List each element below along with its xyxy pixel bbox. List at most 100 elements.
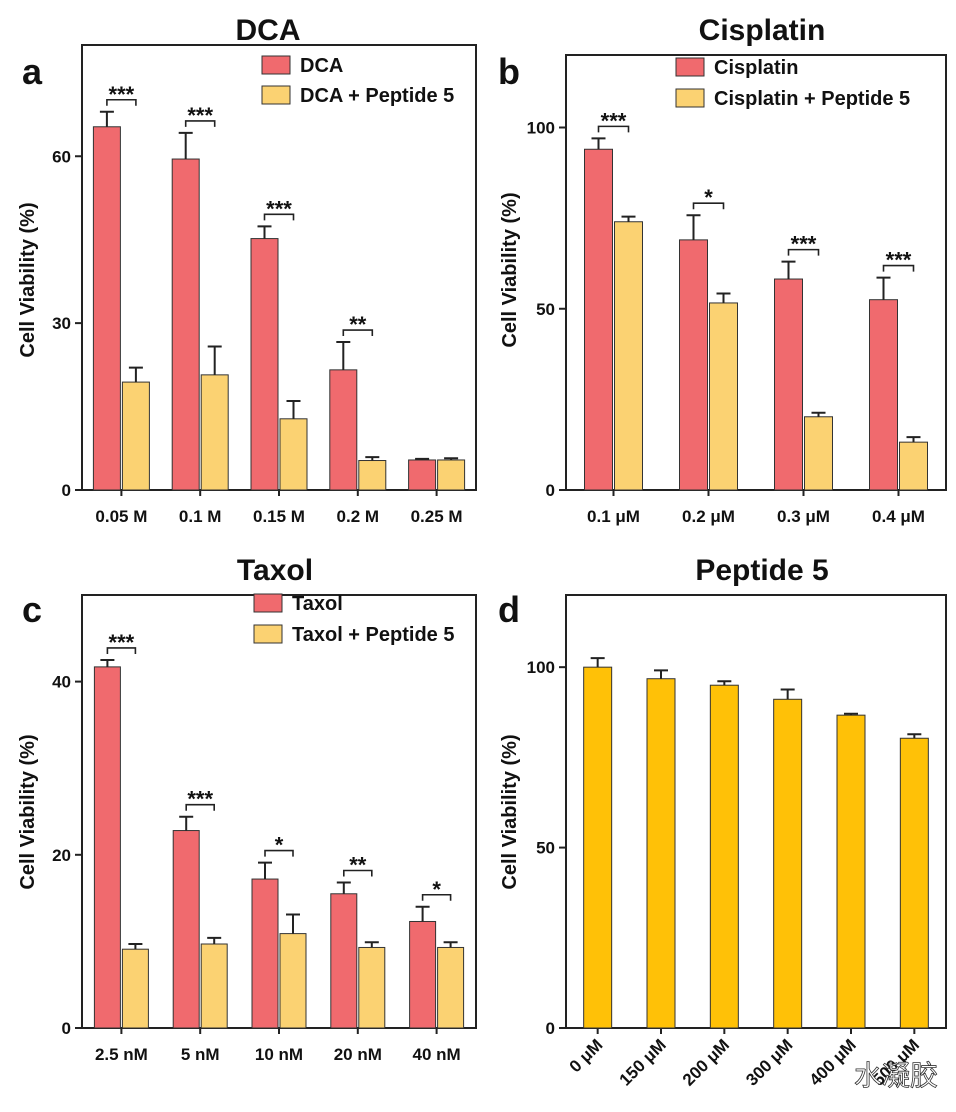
significance-bracket <box>343 869 373 877</box>
chart-title: Peptide 5 <box>695 554 828 587</box>
legend-label: Taxol + Peptide 5 <box>292 624 454 646</box>
significance-bracket <box>185 803 215 811</box>
error-bar <box>780 688 795 700</box>
significance-bracket <box>264 849 294 857</box>
bar <box>200 374 229 491</box>
error-bar <box>179 815 194 831</box>
x-tick-label: 0.2 μM <box>682 507 735 526</box>
x-tick-label: 0 μM <box>566 1035 607 1076</box>
bar <box>437 459 466 491</box>
error-bar <box>591 137 606 150</box>
x-tick-label: 0.1 M <box>179 507 222 526</box>
bar <box>251 878 279 1029</box>
chart-title: Taxol <box>237 554 313 587</box>
significance-bracket <box>787 248 820 256</box>
significance-label: *** <box>187 103 213 128</box>
error-bar <box>207 936 222 944</box>
watermark-text: 水凝胶 <box>854 1059 938 1092</box>
error-bar <box>907 733 922 739</box>
plot-frame <box>565 54 947 491</box>
significance-label: * <box>275 833 284 858</box>
x-tick-label: 0.2 M <box>337 507 380 526</box>
significance-label: * <box>704 185 713 210</box>
y-tick-label: 0 <box>62 1019 71 1038</box>
error-bar <box>443 941 458 948</box>
error-bar <box>811 411 826 417</box>
bar <box>329 369 358 491</box>
chart-title: Cisplatin <box>699 14 826 47</box>
error-bar <box>365 456 380 461</box>
x-tick-label: 200 μM <box>679 1035 733 1089</box>
chart-title: DCA <box>236 14 301 47</box>
bar <box>250 238 279 491</box>
error-bar <box>257 225 272 239</box>
y-tick-label: 0 <box>546 481 555 500</box>
significance-bracket <box>882 264 915 272</box>
error-bar <box>128 942 143 950</box>
x-tick-label: 0.15 M <box>253 507 305 526</box>
significance-bracket <box>342 329 374 337</box>
y-axis-label: Cell Viability (%) <box>17 734 39 889</box>
bar <box>330 893 358 1029</box>
x-tick-label: 0.3 μM <box>777 507 830 526</box>
bar <box>584 148 613 491</box>
y-tick-label: 100 <box>527 119 555 138</box>
error-bar <box>781 260 796 280</box>
bar <box>774 278 803 491</box>
x-tick-label: 5 nM <box>181 1045 220 1064</box>
legend-label: Cisplatin + Peptide 5 <box>714 88 910 110</box>
bar <box>583 666 613 1029</box>
bar <box>614 221 643 491</box>
error-bar <box>876 276 891 300</box>
bar <box>121 381 150 491</box>
panel-d: Peptide 5 d Cell Viability (%) 0 50 100 0 μ… <box>498 554 947 1090</box>
error-bar <box>100 658 115 667</box>
x-tick-label: 0.1 μM <box>587 507 640 526</box>
legend-swatch <box>253 624 283 644</box>
y-tick-label: 100 <box>527 658 555 677</box>
bar <box>679 239 708 491</box>
bar <box>869 299 898 491</box>
legend-swatch <box>261 55 291 75</box>
y-axis-label: Cell Viability (%) <box>17 202 39 357</box>
error-bar <box>415 457 430 460</box>
x-tick-label: 40 nM <box>413 1045 461 1064</box>
error-bar <box>207 345 222 375</box>
bar <box>437 946 465 1029</box>
panel-label: c <box>22 589 42 630</box>
y-axis-label: Cell Viability (%) <box>499 734 521 889</box>
bar <box>92 126 121 491</box>
error-bar <box>258 861 272 880</box>
y-tick-label: 20 <box>52 846 71 865</box>
bar <box>899 737 929 1029</box>
bar <box>172 830 200 1029</box>
bar <box>408 459 437 491</box>
y-tick-label: 50 <box>536 300 555 319</box>
bar <box>200 943 228 1029</box>
y-tick-label: 60 <box>52 147 71 166</box>
significance-label: *** <box>266 196 292 221</box>
legend-label: Cisplatin <box>714 57 798 79</box>
x-tick-label: 0.05 M <box>95 507 147 526</box>
significance-label: *** <box>791 232 817 257</box>
error-bar <box>717 680 732 686</box>
significance-bracket <box>692 202 725 210</box>
significance-bracket <box>421 893 452 901</box>
significance-bracket <box>263 213 295 221</box>
bar <box>409 920 437 1029</box>
error-bar <box>686 214 701 240</box>
error-bar <box>286 913 300 934</box>
y-tick-label: 40 <box>52 673 71 692</box>
panel-label: a <box>22 51 43 92</box>
x-tick-label: 10 nM <box>255 1045 303 1064</box>
bar <box>171 158 200 491</box>
error-bar <box>906 436 921 443</box>
bar <box>836 714 866 1029</box>
bar <box>279 418 308 491</box>
legend-label: Taxol <box>292 593 343 615</box>
error-bar <box>178 131 193 160</box>
legend-swatch <box>253 593 283 613</box>
error-bar <box>286 400 301 419</box>
error-bar <box>364 941 379 948</box>
